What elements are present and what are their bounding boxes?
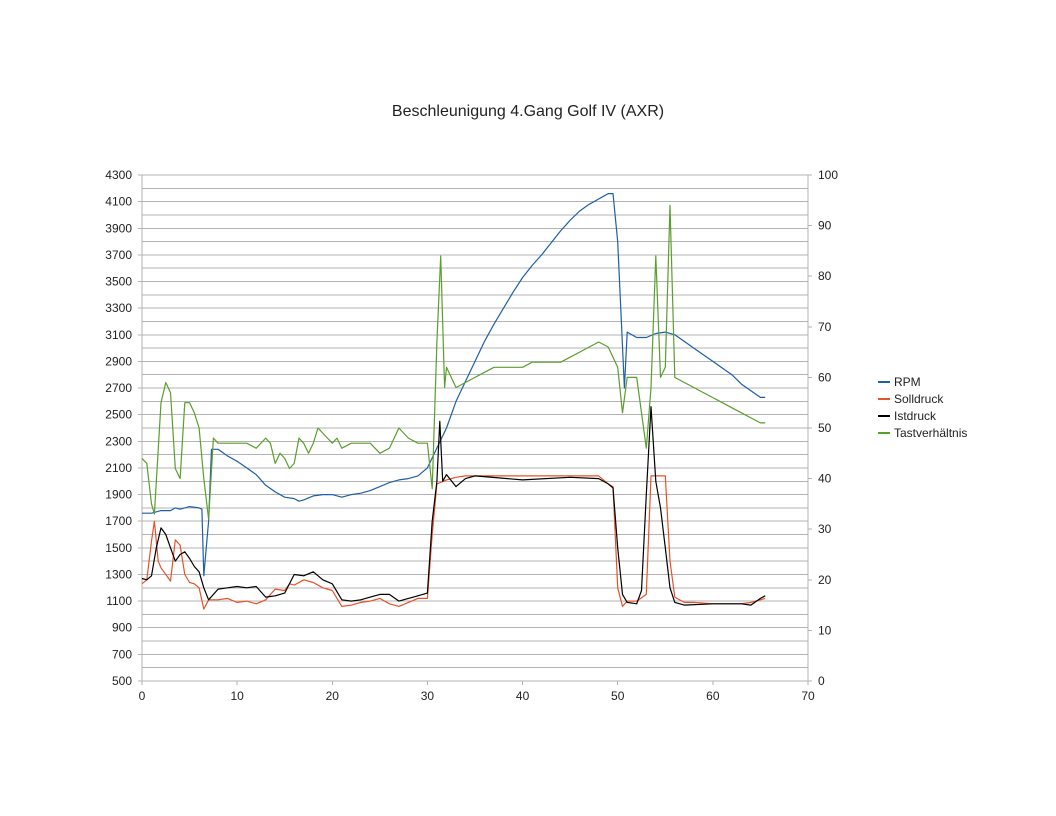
legend-swatch (878, 380, 890, 383)
y-right-tick-label: 30 (818, 522, 832, 536)
legend-label: Tastverhältnis (894, 425, 968, 440)
legend-item-istdruck: Istdruck (878, 407, 967, 424)
y-left-tick-label: 4300 (105, 168, 132, 182)
y-left-tick-label: 1100 (106, 594, 132, 608)
y-left-tick-label: 900 (112, 621, 132, 635)
y-right-tick-label: 90 (818, 219, 832, 233)
y-left-tick-label: 500 (112, 674, 132, 688)
y-left-tick-label: 1500 (105, 541, 132, 555)
y-left-tick-label: 3700 (105, 248, 132, 262)
y-left-tick-label: 2700 (105, 381, 132, 395)
y-right-tick-label: 0 (818, 674, 825, 688)
tick-labels: 0 10 20 30 40 50 60 705007009001100130015001700… (105, 168, 838, 703)
y-right-tick-label: 60 (818, 370, 832, 384)
x-tick-label: 0 (139, 689, 146, 703)
x-tick-label: 70 (801, 689, 815, 703)
y-left-tick-label: 4100 (105, 195, 132, 209)
y-right-tick-label: 40 (818, 472, 832, 486)
x-tick-label: 20 (326, 689, 340, 703)
x-tick-label: 10 (230, 689, 244, 703)
x-tick-label: 40 (516, 689, 530, 703)
y-right-tick-label: 100 (818, 168, 838, 182)
series-line-istdruck (141, 406, 766, 606)
y-left-tick-label: 3300 (105, 301, 132, 315)
legend: RPM Solldruck Istdruck Tastverhältnis (878, 373, 967, 441)
legend-item-solldruck: Solldruck (878, 390, 967, 407)
legend-label: Solldruck (894, 391, 944, 406)
series-line-rpm (142, 193, 766, 577)
y-right-tick-label: 50 (818, 421, 832, 435)
legend-swatch (878, 431, 890, 434)
y-right-tick-label: 10 (818, 623, 832, 637)
axes (138, 174, 812, 685)
y-left-tick-label: 1300 (105, 567, 132, 581)
series-line-solldruck (141, 475, 766, 610)
legend-item-tastverhaeltnis: Tastverhältnis (878, 424, 967, 441)
y-left-tick-label: 2300 (105, 434, 132, 448)
y-left-tick-label: 2500 (105, 408, 132, 422)
series-lines (141, 193, 766, 610)
y-right-tick-label: 20 (818, 573, 832, 587)
y-right-tick-label: 80 (818, 269, 832, 283)
y-left-tick-label: 3500 (105, 275, 132, 289)
legend-label: Istdruck (894, 408, 937, 423)
y-left-tick-label: 700 (112, 647, 132, 661)
legend-item-rpm: RPM (878, 373, 967, 390)
legend-swatch (878, 414, 890, 417)
series-line-tastverh-ltnis (141, 204, 766, 520)
legend-swatch (878, 397, 890, 400)
y-left-tick-label: 1700 (105, 514, 132, 528)
chart-title: Beschleunigung 4.Gang Golf IV (AXR) (391, 103, 665, 120)
x-tick-label: 30 (421, 689, 435, 703)
x-tick-label: 60 (706, 689, 720, 703)
y-left-tick-label: 2100 (105, 461, 132, 475)
y-left-tick-label: 3100 (105, 328, 132, 342)
legend-label: RPM (894, 374, 921, 389)
y-left-tick-label: 1900 (105, 488, 132, 502)
gridlines (142, 174, 808, 682)
y-left-tick-label: 2900 (105, 354, 132, 368)
x-tick-label: 50 (611, 689, 625, 703)
y-left-tick-label: 3900 (105, 221, 132, 235)
y-right-tick-label: 70 (818, 320, 832, 334)
